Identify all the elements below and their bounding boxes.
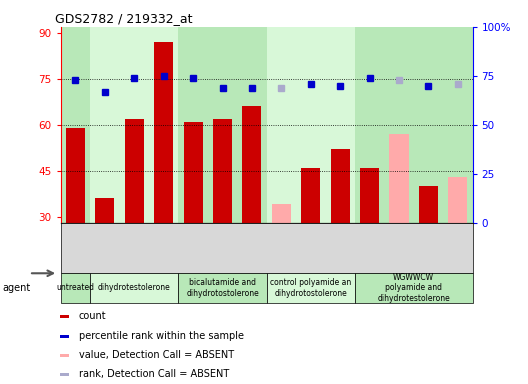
Text: percentile rank within the sample: percentile rank within the sample (79, 331, 244, 341)
Text: rank, Detection Call = ABSENT: rank, Detection Call = ABSENT (79, 369, 229, 379)
Text: WGWWCW
polyamide and
dihydrotestolerone: WGWWCW polyamide and dihydrotestolerone (378, 273, 450, 303)
Bar (213, 119, 232, 223)
Bar (360, 168, 379, 223)
Bar (178, 27, 267, 223)
Text: bicalutamide and
dihydrotostolerone: bicalutamide and dihydrotostolerone (186, 278, 259, 298)
Text: count: count (79, 311, 106, 321)
Bar (66, 128, 85, 223)
Bar (61, 273, 90, 303)
Bar (90, 273, 178, 303)
Bar (60, 373, 69, 376)
Bar (355, 273, 473, 303)
Bar (301, 168, 320, 223)
Bar (267, 273, 355, 303)
Text: value, Detection Call = ABSENT: value, Detection Call = ABSENT (79, 350, 234, 360)
Text: dihydrotestolerone: dihydrotestolerone (98, 283, 171, 293)
Text: agent: agent (3, 283, 31, 293)
Bar (61, 27, 90, 223)
Bar (448, 177, 467, 223)
Bar (272, 204, 291, 223)
Bar (60, 334, 69, 338)
Bar (178, 273, 267, 303)
Bar (419, 186, 438, 223)
Bar (390, 134, 409, 223)
Bar (184, 122, 203, 223)
Bar (267, 27, 355, 223)
Bar (60, 315, 69, 318)
Bar (242, 106, 261, 223)
Text: control polyamide an
dihydrotostolerone: control polyamide an dihydrotostolerone (270, 278, 352, 298)
Bar (125, 119, 144, 223)
Bar (60, 354, 69, 357)
Bar (331, 149, 350, 223)
Bar (90, 27, 178, 223)
Bar (355, 27, 473, 223)
Text: GDS2782 / 219332_at: GDS2782 / 219332_at (55, 12, 193, 25)
Bar (95, 198, 115, 223)
Text: untreated: untreated (56, 283, 95, 293)
Bar (154, 42, 173, 223)
